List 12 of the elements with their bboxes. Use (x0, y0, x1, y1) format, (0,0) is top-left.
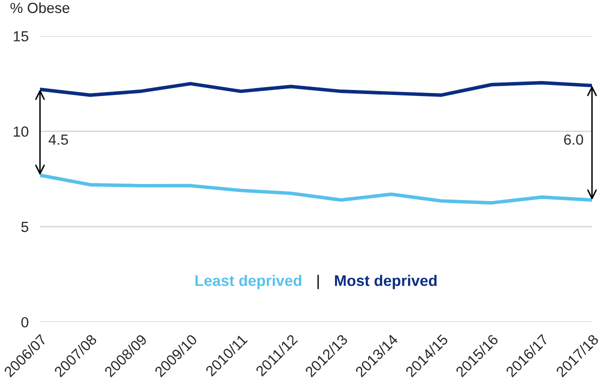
y-tick-label: 10 (14, 126, 28, 137)
text: Least deprived (195, 274, 302, 290)
y-tick-label: 5 (21, 222, 28, 232)
text: Most deprived (335, 274, 437, 290)
annotation: 4.5 (48, 134, 68, 145)
y-tick-label: 0 (21, 317, 28, 328)
annotation: 6.0 (564, 134, 584, 145)
line-series (40, 173, 592, 205)
y-tick-label: 15 (14, 31, 28, 42)
annotation: | (318, 274, 319, 290)
y-axis-title: % Obese (10, 2, 70, 14)
line-series (40, 80, 592, 97)
